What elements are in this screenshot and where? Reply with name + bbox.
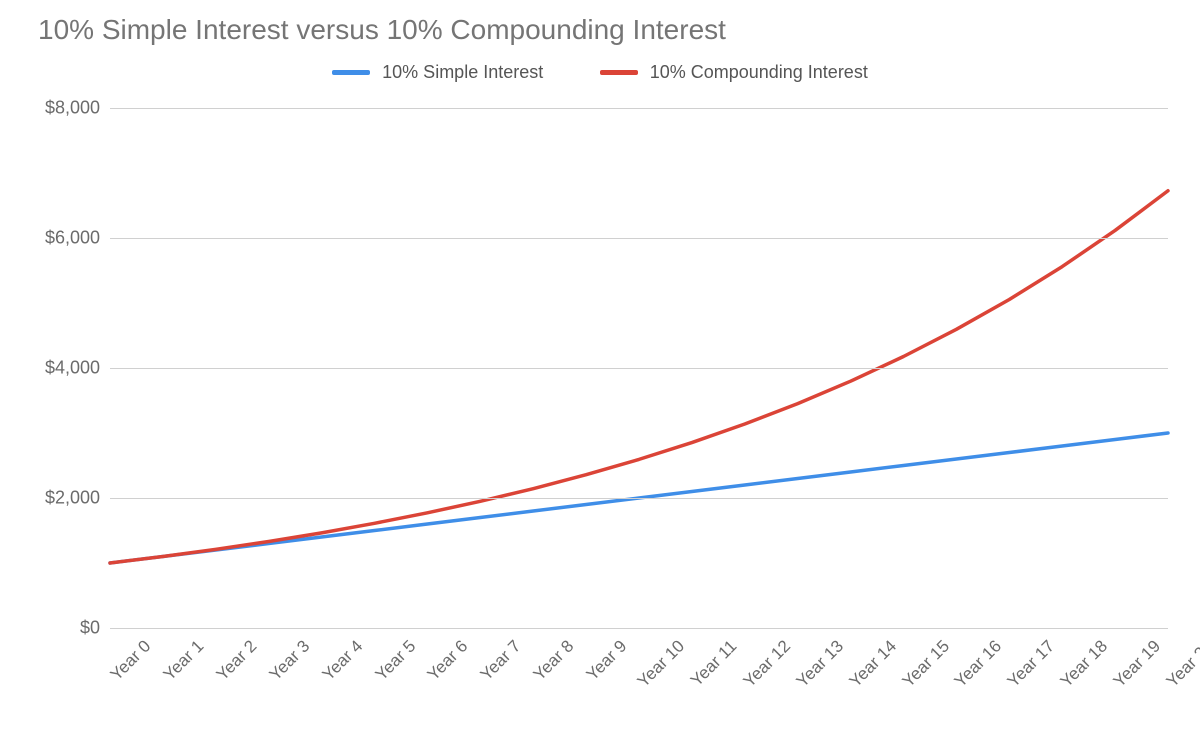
y-tick-label: $4,000 [45,358,110,379]
gridline [110,108,1168,109]
y-tick-label: $8,000 [45,98,110,119]
x-tick-label: Year 15 [891,628,955,692]
gridline [110,238,1168,239]
y-tick-label: $2,000 [45,488,110,509]
interest-chart: 10% Simple Interest versus 10% Compoundi… [0,0,1200,742]
x-tick-label: Year 19 [1103,628,1167,692]
gridline [110,498,1168,499]
x-tick-label: Year 13 [785,628,849,692]
x-tick-label: Year 17 [997,628,1061,692]
legend-label-compound: 10% Compounding Interest [650,62,868,83]
x-tick-label: Year 10 [627,628,691,692]
x-tick-label: Year 1 [152,628,209,685]
x-tick-label: Year 14 [838,628,902,692]
chart-legend: 10% Simple Interest 10% Compounding Inte… [0,62,1200,83]
series-line [110,191,1168,563]
x-tick-label: Year 8 [523,628,580,685]
legend-swatch-simple [332,70,370,75]
x-tick-label: Year 4 [311,628,368,685]
y-tick-label: $0 [80,618,110,639]
x-tick-label: Year 16 [944,628,1008,692]
x-tick-label: Year 3 [258,628,315,685]
gridline [110,368,1168,369]
x-tick-label: Year 12 [732,628,796,692]
gridline [110,628,1168,629]
plot-area: $0$2,000$4,000$6,000$8,000Year 0Year 1Ye… [110,108,1168,628]
x-tick-label: Year 20 [1156,628,1200,692]
y-tick-label: $6,000 [45,228,110,249]
legend-item-simple: 10% Simple Interest [332,62,543,83]
x-tick-label: Year 6 [417,628,474,685]
x-tick-label: Year 2 [205,628,262,685]
x-tick-label: Year 5 [364,628,421,685]
x-tick-label: Year 11 [680,628,743,691]
x-tick-label: Year 7 [470,628,527,685]
legend-item-compound: 10% Compounding Interest [600,62,868,83]
x-tick-label: Year 9 [576,628,633,685]
legend-swatch-compound [600,70,638,75]
x-tick-label: Year 18 [1050,628,1114,692]
chart-title: 10% Simple Interest versus 10% Compoundi… [38,14,726,46]
legend-label-simple: 10% Simple Interest [382,62,543,83]
